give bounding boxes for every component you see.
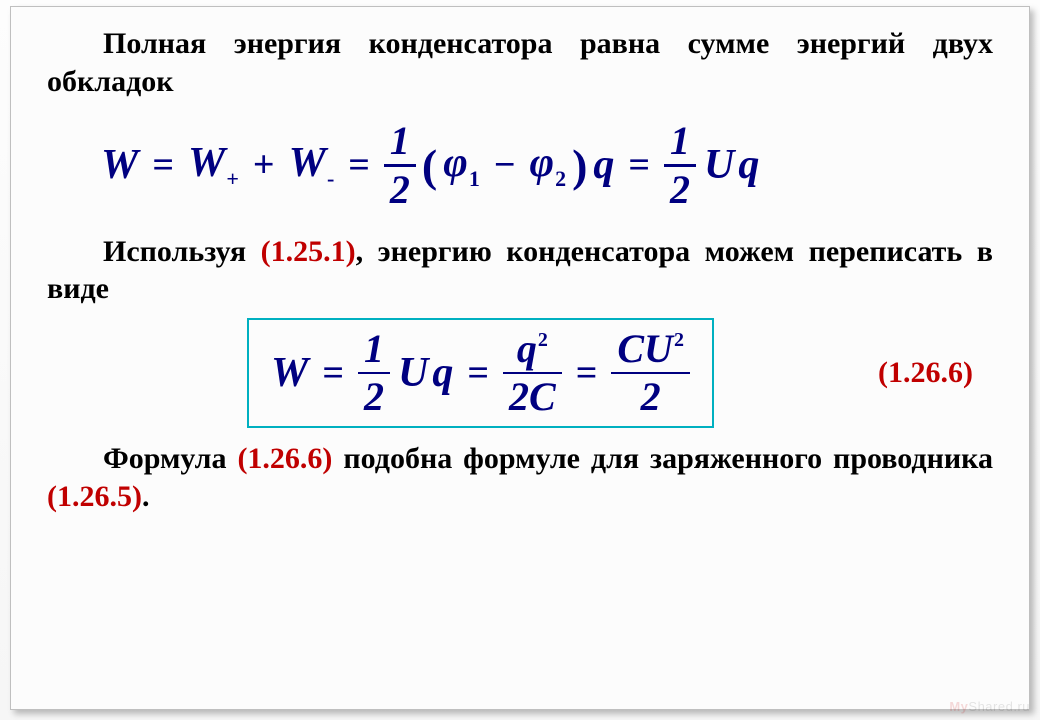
sym-phi2-base: φ xyxy=(529,140,554,186)
e2-W: W xyxy=(267,349,312,397)
sym-U1: U xyxy=(700,141,738,189)
p3-b: подобна формуле для заряженного проводни… xyxy=(332,442,993,475)
e2-q2over2C: q2 2C xyxy=(503,328,562,419)
e2-q2-den-2: 2 xyxy=(509,374,529,419)
e2-eq1: = xyxy=(312,351,354,395)
sym-phi1-sub: 1 xyxy=(468,166,480,191)
e2-cu-num: CU2 xyxy=(611,328,690,370)
e2-q2-sup: 2 xyxy=(537,329,548,351)
sym-Wplus-base: W xyxy=(188,140,225,186)
sym-W: W xyxy=(97,141,142,189)
sym-Wminus-sub: - xyxy=(326,166,334,191)
paragraph-3: Формула (1.26.6) подобна формуле для зар… xyxy=(47,440,993,515)
rparen: ) xyxy=(570,139,589,192)
equation-2-body: W = 1 2 U q = q2 xyxy=(267,328,694,419)
equation-2-box: W = 1 2 U q = q2 xyxy=(247,318,714,429)
paragraph-1: Полная энергия конденсатора равна сумме … xyxy=(47,25,993,100)
op-minus: − xyxy=(484,143,526,187)
watermark: MyShared.ru xyxy=(949,699,1030,714)
e2-cu-den: 2 xyxy=(635,376,667,418)
equation-2-row: W = 1 2 U q = q2 xyxy=(47,318,993,429)
e2-half: 1 2 xyxy=(358,328,390,419)
e2-q2-base: q xyxy=(517,326,537,371)
e2-cu-C: C xyxy=(617,326,644,371)
sym-Wplus: W+ xyxy=(184,139,243,192)
e2-CU2over2: CU2 2 xyxy=(611,328,690,419)
slide: Полная энергия конденсатора равна сумме … xyxy=(0,0,1040,720)
frac-half-1: 1 2 xyxy=(384,120,416,211)
frac-half-2-den: 2 xyxy=(664,169,696,211)
e2-half-den: 2 xyxy=(358,376,390,418)
equation-1-body: W = W+ + W- = 1 2 ( φ1 − xyxy=(97,120,763,211)
e2-q2-den: 2C xyxy=(503,376,562,418)
frac-half-1-num: 1 xyxy=(384,120,416,162)
lparen: ( xyxy=(420,139,439,192)
e2-q2-den-C: C xyxy=(529,374,556,419)
watermark-right: Shared.ru xyxy=(968,699,1030,714)
p3-ref1: (1.26.6) xyxy=(237,442,332,475)
sym-Wminus-base: W xyxy=(289,140,326,186)
op-plus: + xyxy=(243,143,285,187)
paragraph-2: Используя (1.25.1), энергию конденсатора… xyxy=(47,233,993,308)
content-panel: Полная энергия конденсатора равна сумме … xyxy=(10,6,1030,710)
sym-phi1: φ1 xyxy=(439,139,484,192)
e2-cu-U: U xyxy=(644,326,673,371)
p3-a: Формула xyxy=(103,442,237,475)
sym-phi2-sub: 2 xyxy=(554,166,566,191)
frac-half-2-num: 1 xyxy=(664,120,696,162)
sym-phi1-base: φ xyxy=(443,140,468,186)
op-eq2: = xyxy=(338,143,380,187)
sym-Wminus: W- xyxy=(285,139,339,192)
p2-a: Используя xyxy=(103,235,261,268)
equation-1: W = W+ + W- = 1 2 ( φ1 − xyxy=(97,120,993,211)
e2-U: U xyxy=(394,349,432,397)
sym-phi2: φ2 xyxy=(525,139,570,192)
e2-q2-num: q2 xyxy=(511,328,554,370)
p3-c: . xyxy=(142,480,150,513)
e2-cu-sup: 2 xyxy=(673,329,684,351)
frac-half-2: 1 2 xyxy=(664,120,696,211)
op-eq3: = xyxy=(618,143,660,187)
sym-Wplus-sub: + xyxy=(225,166,239,191)
e2-eq2: = xyxy=(457,351,499,395)
e2-eq3: = xyxy=(566,351,608,395)
equation-2-number: (1.26.6) xyxy=(878,356,973,390)
watermark-left: My xyxy=(949,699,968,714)
sym-q1b: q xyxy=(738,141,763,189)
op-eq: = xyxy=(142,143,184,187)
frac-half-1-den: 2 xyxy=(384,169,416,211)
p2-ref: (1.25.1) xyxy=(261,235,356,268)
e2-half-num: 1 xyxy=(358,328,390,370)
sym-q1: q xyxy=(589,141,618,189)
p3-ref2: (1.26.5) xyxy=(47,480,142,513)
e2-q: q xyxy=(432,349,457,397)
